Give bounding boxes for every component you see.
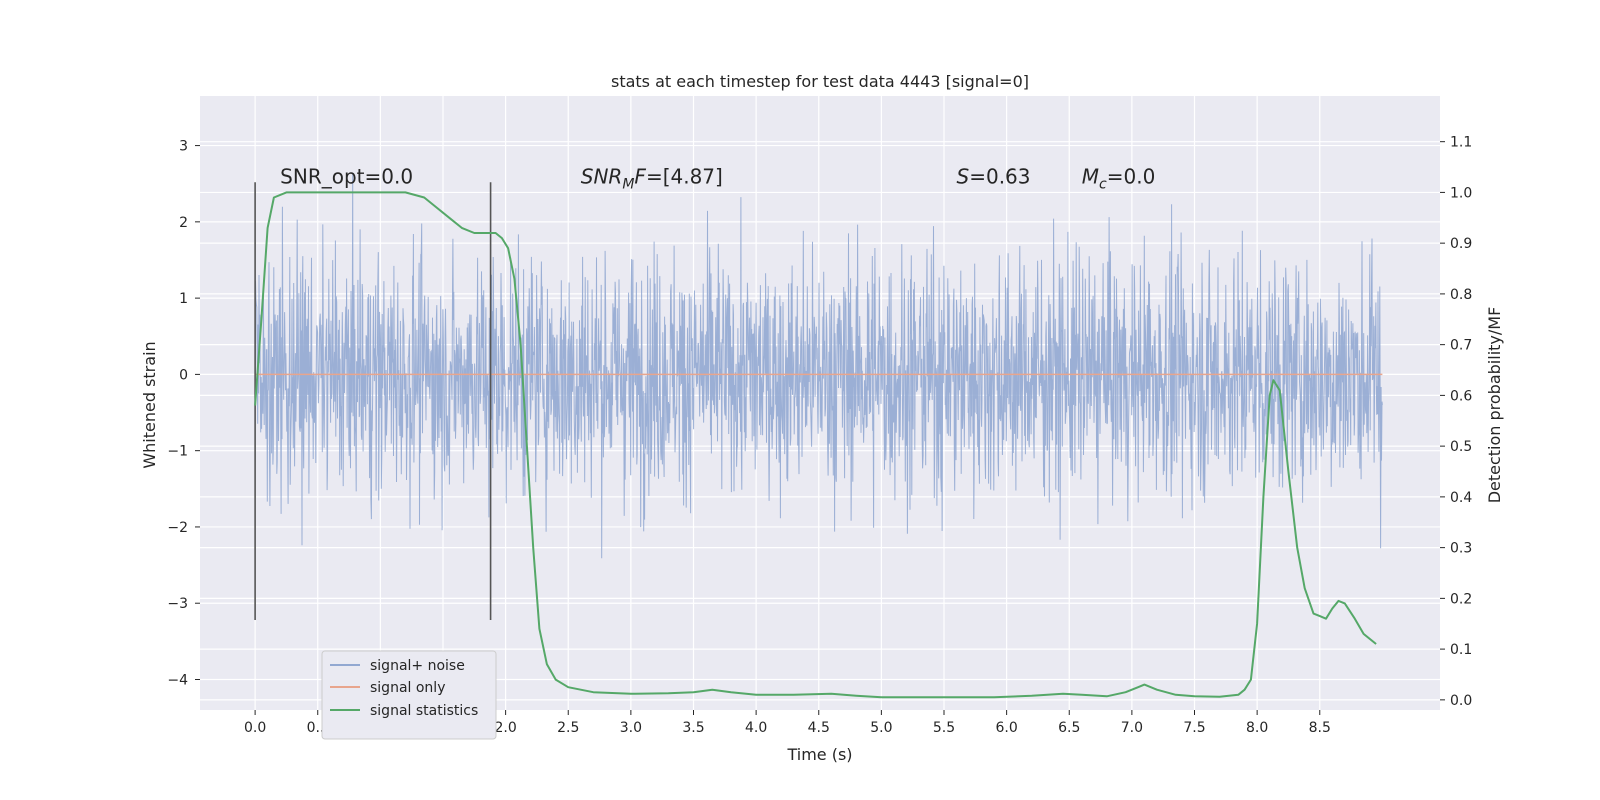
y-tick-label: −4 (167, 672, 188, 688)
x-tick-label: 7.5 (1183, 720, 1205, 736)
legend-label-signal-noise: signal+ noise (370, 658, 465, 674)
y-axis-label: Whitened strain (140, 341, 159, 468)
y2-tick-label: 1.1 (1450, 135, 1472, 151)
x-tick-label: 8.5 (1309, 720, 1331, 736)
x-tick-label: 6.0 (995, 720, 1017, 736)
y-tick-label: 3 (179, 139, 188, 155)
annotation-snr-mf: SNRMF=[4.87] (581, 165, 723, 193)
y2-tick-label: 0.1 (1450, 642, 1472, 658)
y2-tick-label: 0.5 (1450, 439, 1472, 455)
y-axis-ticks: −4 −3 −2 −1 0 1 2 3 (167, 139, 200, 688)
x-tick-label: 2.0 (494, 720, 516, 736)
y2-tick-label: 0.7 (1450, 338, 1472, 354)
x-tick-label: 4.5 (808, 720, 830, 736)
legend-label-signal-only: signal only (370, 680, 445, 696)
x-tick-label: 4.0 (745, 720, 767, 736)
x-tick-label: 2.5 (557, 720, 579, 736)
signal-statistics-line (254, 191, 1377, 699)
x-tick-label: 3.5 (682, 720, 704, 736)
y2-tick-label: 0.3 (1450, 541, 1472, 557)
x-tick-label: 5.0 (870, 720, 892, 736)
legend: signal+ noise signal only signal statist… (321, 650, 497, 740)
annotation-snr-opt: SNR_opt=0.0 (280, 165, 413, 189)
legend-label-signal-statistics: signal statistics (370, 703, 478, 719)
y2-tick-label: 0.6 (1450, 388, 1472, 404)
y2-tick-label: 0.8 (1450, 287, 1472, 303)
x-tick-label: 7.0 (1121, 720, 1143, 736)
annotation-s-value: S=0.63 (957, 165, 1031, 189)
signal-statistics-series (254, 191, 1377, 699)
x-tick-label: 6.5 (1058, 720, 1080, 736)
y2-tick-label: 0.4 (1450, 490, 1472, 506)
y2-tick-label: 1.0 (1450, 185, 1472, 201)
legend-box (321, 650, 497, 740)
annotations: SNR_opt=0.0 SNRMF=[4.87] S=0.63 Mc=0.0 (280, 165, 1155, 193)
annotation-mc-value: Mc=0.0 (1082, 165, 1156, 193)
y-tick-label: 1 (179, 291, 188, 307)
y2-axis-label: Detection probability/MF (1485, 307, 1504, 504)
y-tick-label: −2 (167, 520, 188, 536)
x-tick-label: 0.0 (244, 720, 266, 736)
y-tick-label: −3 (167, 596, 188, 612)
x-tick-label: 3.0 (620, 720, 642, 736)
signal-noise-line (254, 172, 1383, 559)
y-tick-label: −1 (167, 444, 188, 460)
y-tick-label: 0 (179, 367, 188, 383)
x-tick-label: 5.5 (933, 720, 955, 736)
y-tick-label: 2 (179, 215, 188, 231)
chart-title: stats at each timestep for test data 444… (611, 72, 1029, 91)
x-tick-label: 8.0 (1246, 720, 1268, 736)
signal-noise-series (254, 172, 1383, 559)
y2-axis-ticks: 0.0 0.1 0.2 0.3 0.4 0.5 0.6 0.7 0.8 0.9 1.0 1.1 (1440, 135, 1472, 709)
x-axis-label: Time (s) (786, 745, 852, 764)
y2-tick-label: 0.9 (1450, 236, 1472, 252)
y2-tick-label: 0.2 (1450, 591, 1472, 607)
y2-tick-label: 0.0 (1450, 693, 1472, 709)
